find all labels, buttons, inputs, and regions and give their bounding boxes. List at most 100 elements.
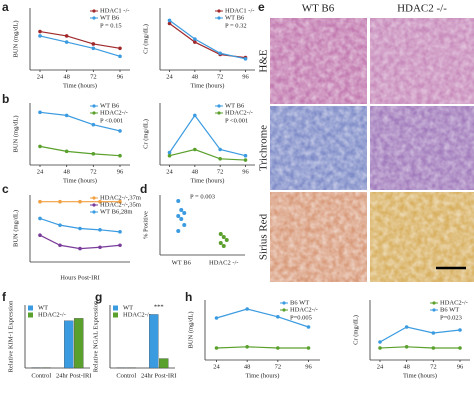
legend-marker — [92, 104, 96, 108]
series-line — [216, 308, 309, 328]
x-tick-label: Control — [31, 372, 51, 379]
x-tick-label: 96 — [117, 168, 124, 175]
x-tick-label: 72 — [275, 363, 282, 370]
x-tick-label: 72 — [217, 168, 224, 175]
series-line — [169, 148, 246, 161]
row-label: Sirius Red — [258, 213, 270, 260]
point — [243, 153, 248, 158]
x-tick-label: 72 — [90, 73, 97, 80]
point — [38, 233, 42, 237]
point — [38, 34, 42, 38]
series-line — [39, 145, 121, 157]
legend-label: HDAC2-/- — [440, 299, 468, 306]
y-axis-label: Relative NGAL Expression — [92, 300, 99, 372]
column-label: HDAC2 -/- — [397, 3, 447, 15]
point — [78, 199, 82, 204]
y-axis-label: Cr (mg/dL) — [352, 315, 359, 345]
legend-label: HDAC2-/-,37m — [100, 194, 141, 201]
point — [98, 199, 102, 204]
legend-swatch — [113, 312, 118, 318]
texture — [270, 192, 367, 282]
series-line — [379, 326, 461, 343]
legend-marker — [282, 308, 286, 312]
legend-marker — [92, 203, 96, 207]
panel-letter: a — [2, 0, 9, 14]
point — [38, 29, 42, 34]
point — [91, 46, 96, 51]
annotation: P = 0.32 — [225, 22, 247, 29]
point — [64, 113, 69, 118]
annotation: P=0.005 — [290, 314, 312, 321]
texture — [270, 106, 367, 190]
legend-marker — [92, 196, 96, 200]
point — [58, 199, 62, 204]
x-tick-label: 72 — [217, 73, 224, 80]
point — [58, 223, 62, 227]
x-axis-label: Time (hours) — [246, 372, 280, 379]
point — [38, 144, 42, 149]
point — [176, 214, 181, 218]
y-axis-label: BUN (mg/dL) — [12, 115, 19, 152]
legend-swatch — [28, 305, 33, 311]
series-line — [169, 19, 246, 60]
x-tick-label: WT B6 — [172, 259, 192, 266]
point — [179, 217, 184, 221]
x-tick-label: 24 — [213, 363, 220, 370]
annotation: P <0.001 — [100, 117, 123, 124]
point — [404, 325, 409, 329]
annotation: P <0.001 — [225, 117, 248, 124]
point — [214, 316, 219, 320]
series-line — [169, 114, 246, 157]
point — [179, 208, 184, 212]
point — [431, 346, 436, 350]
y-axis-label: Cr (mg/dL) — [142, 119, 149, 149]
x-tick-label: 96 — [117, 73, 124, 80]
x-tick-label: 96 — [457, 363, 464, 370]
panel-letter: c — [2, 182, 9, 196]
point — [218, 241, 223, 245]
x-tick-label: 72 — [90, 168, 97, 175]
point — [218, 147, 222, 152]
legend-marker — [217, 111, 221, 115]
point — [458, 328, 462, 332]
legend-marker — [217, 16, 221, 20]
point — [64, 34, 69, 38]
point — [118, 46, 122, 51]
x-tick-label: 24 — [166, 168, 173, 175]
point — [98, 228, 102, 232]
point — [118, 54, 122, 59]
point — [218, 232, 223, 236]
point — [306, 325, 311, 329]
legend-label: WT — [38, 304, 48, 311]
legend-label: HDAC2-/- — [123, 311, 151, 318]
legend-marker — [92, 9, 96, 13]
legend-marker — [217, 104, 221, 108]
panel-letter: b — [2, 92, 9, 106]
x-tick-label: Control — [116, 372, 136, 379]
series-line — [39, 30, 121, 49]
legend-marker — [92, 111, 96, 115]
legend-label: WT B6 — [100, 14, 120, 21]
annotation: *** — [154, 303, 164, 310]
panel-letter: h — [185, 290, 192, 304]
y-axis-label: BUN (mg/dL) — [12, 210, 19, 247]
point — [118, 243, 122, 248]
point — [167, 150, 172, 155]
annotation: P = 0.003 — [190, 193, 215, 200]
point — [243, 57, 248, 61]
row-label: H&E — [258, 49, 270, 73]
x-tick-label: 48 — [192, 73, 199, 80]
legend-label: HDAC2-/- — [100, 109, 128, 116]
point — [214, 346, 219, 350]
legend-marker — [217, 9, 221, 13]
point — [276, 315, 280, 319]
point — [458, 346, 462, 350]
series-line — [39, 234, 121, 250]
x-axis-label: Time (hours) — [191, 82, 225, 89]
point — [38, 216, 42, 221]
point — [118, 153, 122, 158]
point — [243, 158, 248, 162]
point — [221, 244, 226, 248]
x-axis-label: Time (hours) — [403, 372, 437, 379]
x-tick-label: 24hr Post-IRI — [56, 372, 92, 379]
